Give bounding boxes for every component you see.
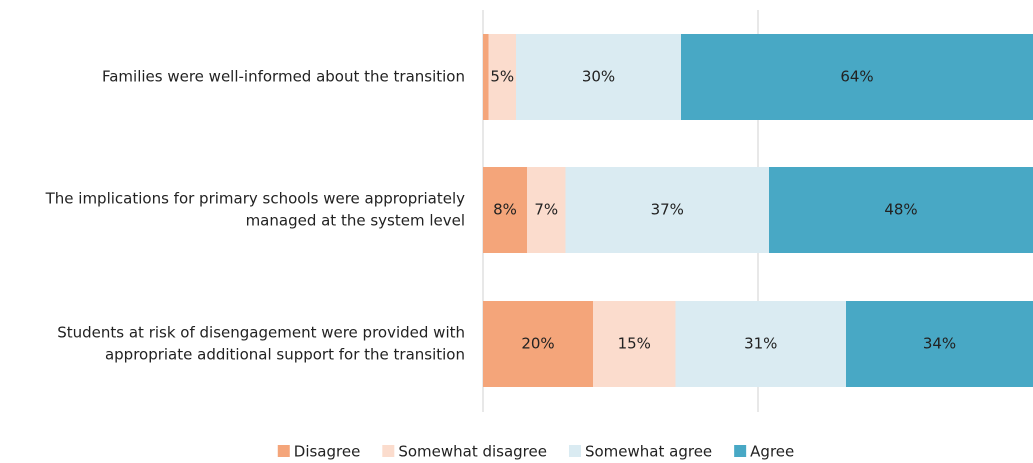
bar-segment <box>483 301 593 387</box>
legend-label: Somewhat agree <box>585 443 712 461</box>
data-label: 7% <box>534 201 558 219</box>
data-label: 37% <box>651 201 684 219</box>
data-label: 34% <box>923 335 956 353</box>
bar-segment <box>483 34 489 120</box>
data-label: 48% <box>884 201 917 219</box>
data-label: 20% <box>521 335 554 353</box>
bar-segment <box>675 301 846 387</box>
bar-segment <box>565 167 769 253</box>
data-label: 15% <box>618 335 651 353</box>
bar-segment <box>483 167 527 253</box>
bar-segment <box>769 167 1033 253</box>
bar-segment <box>846 301 1033 387</box>
data-label: 30% <box>582 68 615 86</box>
bar-segment <box>527 167 566 253</box>
legend-swatch <box>734 445 747 457</box>
data-label: 64% <box>840 68 873 86</box>
category-label: managed at the system level <box>246 212 465 230</box>
legend-label: Disagree <box>294 443 361 461</box>
category-label: Families were well-informed about the tr… <box>102 68 465 86</box>
legend-swatch <box>382 445 395 457</box>
legend-label: Somewhat disagree <box>398 443 547 461</box>
data-label: 5% <box>490 68 514 86</box>
category-label: appropriate additional support for the t… <box>105 346 465 364</box>
bar-segment <box>516 34 681 120</box>
bar-segment <box>681 34 1033 120</box>
category-label: The implications for primary schools wer… <box>45 190 466 208</box>
bar-segment <box>593 301 676 387</box>
bar-segment <box>488 34 516 120</box>
legend-label: Agree <box>750 443 794 461</box>
legend-swatch <box>277 445 290 457</box>
data-label: 8% <box>493 201 517 219</box>
data-label: 31% <box>744 335 777 353</box>
legend-swatch <box>568 445 581 457</box>
category-label: Students at risk of disengagement were p… <box>57 324 465 342</box>
